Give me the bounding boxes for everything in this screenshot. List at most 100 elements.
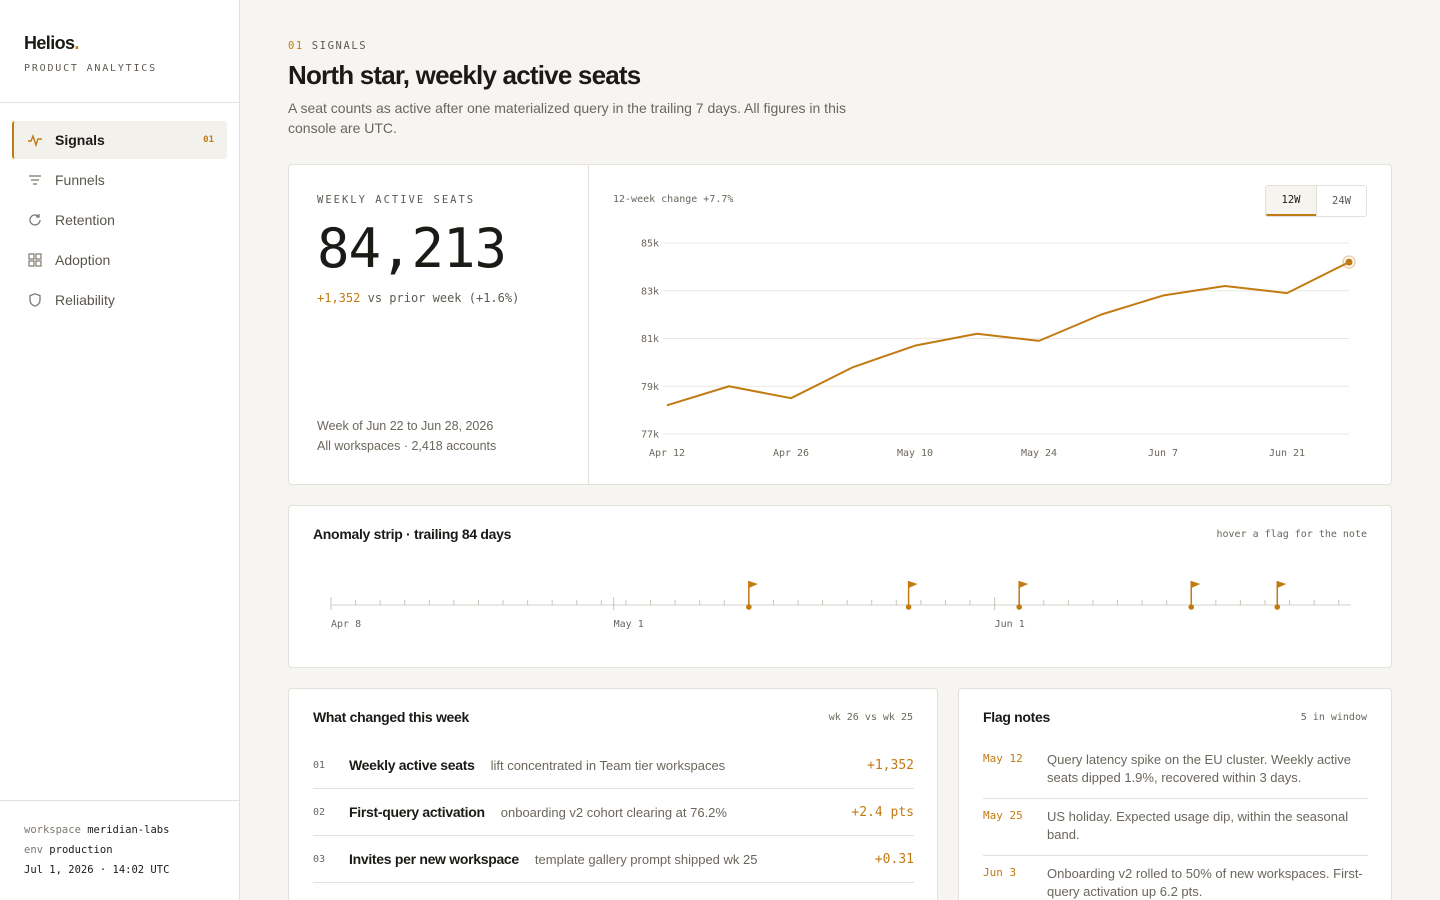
page-subtitle: A seat counts as active after one materi… bbox=[288, 100, 846, 136]
flag-icon bbox=[1277, 581, 1287, 588]
flag-note-date: May 12 bbox=[983, 752, 1023, 765]
x-tick-label: Apr 26 bbox=[773, 448, 809, 459]
anomaly-flag[interactable] bbox=[1188, 581, 1201, 610]
eyebrow-label: SIGNALS bbox=[311, 40, 368, 52]
sidebar-nav: Signals 01 Funnels Retention Adoption Re… bbox=[12, 121, 227, 321]
stat-scope: All workspaces · 2,418 accounts bbox=[317, 439, 497, 453]
range-toggle: 12W 24W bbox=[1265, 185, 1367, 217]
sidebar-item-adoption[interactable]: Adoption bbox=[12, 241, 227, 279]
workspace-label: workspace bbox=[24, 824, 81, 836]
x-tick-label: Apr 12 bbox=[649, 448, 685, 459]
flag-marker bbox=[905, 604, 912, 610]
anomaly-flag[interactable] bbox=[1274, 581, 1287, 610]
x-tick-label: May 24 bbox=[1021, 448, 1057, 459]
change-name: Invites per new workspace bbox=[349, 851, 519, 867]
change-index: 02 bbox=[313, 806, 326, 818]
anomaly-flag[interactable] bbox=[1016, 581, 1029, 610]
change-value: +1,352 bbox=[867, 757, 914, 773]
flag-note-text: US holiday. Expected usage dip, within t… bbox=[1047, 809, 1349, 842]
x-tick-label: Jun 21 bbox=[1269, 448, 1305, 459]
brand-name: Helios bbox=[24, 33, 75, 53]
page-eyebrow: 01 SIGNALS bbox=[288, 40, 367, 52]
change-row[interactable]: 01 Weekly active seats lift concentrated… bbox=[313, 742, 914, 789]
page-title: North star, weekly active seats bbox=[288, 60, 641, 90]
range-24w-button[interactable]: 24W bbox=[1316, 186, 1366, 216]
stat-delta: +1,352 vs prior week (+1.6%) bbox=[317, 291, 519, 305]
sidebar-divider bbox=[0, 800, 239, 801]
anomaly-strip-hint: hover a flag for the note bbox=[1216, 529, 1367, 540]
stat-week-range: Week of Jun 22 to Jun 28, 2026 bbox=[317, 419, 494, 433]
strip-date-label: May 1 bbox=[614, 619, 644, 630]
series-line bbox=[666, 261, 1350, 407]
sidebar-item-label: Reliability bbox=[55, 292, 115, 308]
flag-notes-meta: 5 in window bbox=[1300, 712, 1367, 723]
change-row[interactable]: 02 First-query activation onboarding v2 … bbox=[313, 789, 914, 836]
flag-note-row[interactable]: Jun 3 Onboarding v2 rolled to 50% of new… bbox=[983, 856, 1368, 900]
workspace-name: meridian-labs bbox=[87, 824, 170, 836]
anomaly-strip-card: Anomaly strip · trailing 84 days hover a… bbox=[288, 505, 1392, 668]
stat-label: WEEKLY ACTIVE SEATS bbox=[317, 194, 476, 206]
flag-notes-card: Flag notes 5 in window May 12 Query late… bbox=[958, 688, 1392, 900]
strip-date-label: Jun 1 bbox=[995, 619, 1025, 630]
flag-notes-title: Flag notes bbox=[983, 709, 1051, 725]
range-12w-button[interactable]: 12W bbox=[1266, 186, 1316, 216]
what-changed-meta: wk 26 vs wk 25 bbox=[828, 712, 913, 723]
flag-note-text: Onboarding v2 rolled to 50% of new works… bbox=[1047, 866, 1363, 899]
change-description: onboarding v2 cohort clearing at 76.2% bbox=[500, 804, 727, 820]
flag-note-list: May 12 Query latency spike on the EU clu… bbox=[983, 742, 1368, 900]
y-tick-label: 83k bbox=[641, 286, 659, 297]
change-value: +2.4 pts bbox=[851, 804, 914, 820]
env-label: env bbox=[24, 844, 43, 856]
y-tick-label: 79k bbox=[641, 382, 659, 393]
y-tick-label: 77k bbox=[641, 430, 659, 441]
shield-icon bbox=[29, 293, 41, 307]
timestamp: Jul 1, 2026 · 14:02 UTC bbox=[24, 864, 170, 876]
stat-delta-text: vs prior week (+1.6%) bbox=[367, 291, 520, 305]
flag-icon bbox=[748, 581, 758, 588]
pulse-icon bbox=[28, 133, 42, 148]
flag-note-date: May 25 bbox=[983, 809, 1023, 822]
sidebar-item-retention[interactable]: Retention bbox=[12, 201, 227, 239]
flag-icon bbox=[1019, 581, 1029, 588]
sidebar: Helios. PRODUCT ANALYTICS Signals 01 Fun… bbox=[0, 0, 240, 900]
y-tick-label: 85k bbox=[641, 239, 659, 250]
anomaly-flag[interactable] bbox=[746, 581, 758, 610]
strip-date-label: Apr 8 bbox=[331, 619, 361, 630]
flag-marker bbox=[1188, 604, 1195, 610]
change-value: +0.31 bbox=[874, 851, 914, 867]
change-description: lift concentrated in Team tier workspace… bbox=[490, 757, 726, 773]
sidebar-item-label: Retention bbox=[55, 212, 115, 228]
sidebar-item-label: Funnels bbox=[55, 172, 105, 188]
refresh-icon bbox=[29, 214, 41, 226]
anomaly-strip-title: Anomaly strip · trailing 84 days bbox=[313, 526, 512, 542]
sidebar-item-signals[interactable]: Signals 01 bbox=[12, 121, 227, 159]
flag-marker bbox=[746, 604, 752, 610]
grid-icon bbox=[28, 253, 42, 267]
chart-change-label: 12-week change +7.7% bbox=[613, 194, 734, 205]
sidebar-item-funnels[interactable]: Funnels bbox=[12, 161, 227, 199]
x-tick-label: Jun 7 bbox=[1148, 448, 1178, 459]
anomaly-flag[interactable] bbox=[905, 581, 918, 610]
sidebar-item-label: Adoption bbox=[55, 252, 111, 268]
change-row[interactable]: 03 Invites per new workspace template ga… bbox=[313, 836, 914, 883]
what-changed-card: What changed this week wk 26 vs wk 25 01… bbox=[288, 688, 938, 900]
latest-point bbox=[1345, 258, 1353, 266]
change-name: First-query activation bbox=[349, 804, 485, 820]
environment-info: workspace meridian-labs env production J… bbox=[24, 820, 169, 880]
sidebar-item-label: Signals bbox=[55, 132, 105, 148]
flag-note-date: Jun 3 bbox=[983, 866, 1017, 879]
flag-marker bbox=[1274, 604, 1281, 610]
flag-note-row[interactable]: May 12 Query latency spike on the EU clu… bbox=[983, 742, 1368, 799]
latest-point-halo bbox=[1342, 255, 1356, 269]
flag-note-row[interactable]: May 25 US holiday. Expected usage dip, w… bbox=[983, 799, 1368, 856]
sidebar-item-reliability[interactable]: Reliability bbox=[12, 281, 227, 319]
brand-logo[interactable]: Helios. bbox=[24, 33, 79, 54]
stat-value: 84,213 bbox=[317, 217, 507, 280]
trend-chart-panel: 85k 83k 81k 79k 77k Apr 12 Apr 26 May 10 May 24 J… bbox=[589, 165, 1391, 484]
change-list: 01 Weekly active seats lift concentrated… bbox=[313, 742, 914, 883]
flag-marker bbox=[1016, 604, 1022, 610]
funnel-icon bbox=[29, 175, 41, 185]
stat-delta-value: +1,352 bbox=[317, 291, 361, 305]
flag-icon bbox=[1191, 581, 1201, 588]
eyebrow-number: 01 bbox=[288, 40, 304, 52]
